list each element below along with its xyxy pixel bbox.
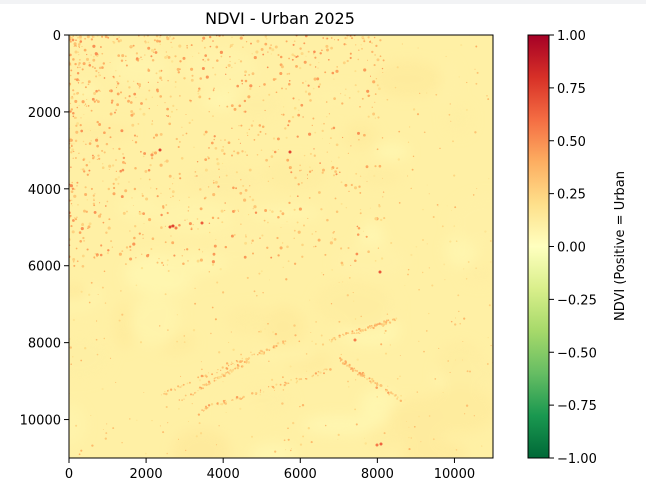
x-tick-label: 10000 (434, 467, 475, 482)
y-tick-label: 8000 (28, 337, 61, 352)
heatmap-image (69, 35, 493, 458)
x-tick-label: 4000 (207, 467, 240, 482)
y-tick-label: 4000 (28, 183, 61, 198)
colorbar-tick-label: −0.25 (557, 293, 597, 308)
chart-title: NDVI - Urban 2025 (205, 9, 355, 28)
colorbar-tick-label: −1.00 (557, 452, 597, 467)
y-tick-label: 6000 (28, 260, 61, 275)
colorbar-tick-label: 1.00 (557, 29, 586, 44)
heatmap-soft-variation (69, 35, 493, 458)
x-tick-label: 8000 (361, 467, 394, 482)
colorbar-tick-label: 0.00 (557, 241, 586, 256)
top-edge (0, 0, 646, 4)
plot-frame (68, 34, 494, 459)
colorbar-axis: 1.00 0.75 0.50 0.25 0.00 −0.25 −0.50 −0.75 −1.00 (549, 29, 597, 467)
colorbar (527, 34, 550, 459)
colorbar-label: NDVI (Positive = Urban (613, 171, 628, 321)
heatmap-speckles (69, 35, 493, 456)
colorbar-tick-label: 0.25 (557, 188, 586, 203)
x-tick-label: 0 (65, 467, 73, 482)
colorbar-tick-label: −0.50 (557, 346, 597, 361)
x-tick-label: 2000 (130, 467, 163, 482)
y-tick-label: 2000 (28, 106, 61, 121)
x-axis: 0 2000 4000 6000 8000 10000 (65, 458, 475, 482)
colorbar-tick-label: −0.75 (557, 399, 597, 414)
y-tick-label: 10000 (20, 414, 61, 429)
colorbar-tick-label: 0.50 (557, 135, 586, 150)
y-tick-label: 0 (53, 29, 61, 44)
colorbar-tick-label: 0.75 (557, 82, 586, 97)
y-axis: 0 2000 4000 6000 8000 10000 (20, 29, 69, 429)
x-tick-label: 6000 (284, 467, 317, 482)
